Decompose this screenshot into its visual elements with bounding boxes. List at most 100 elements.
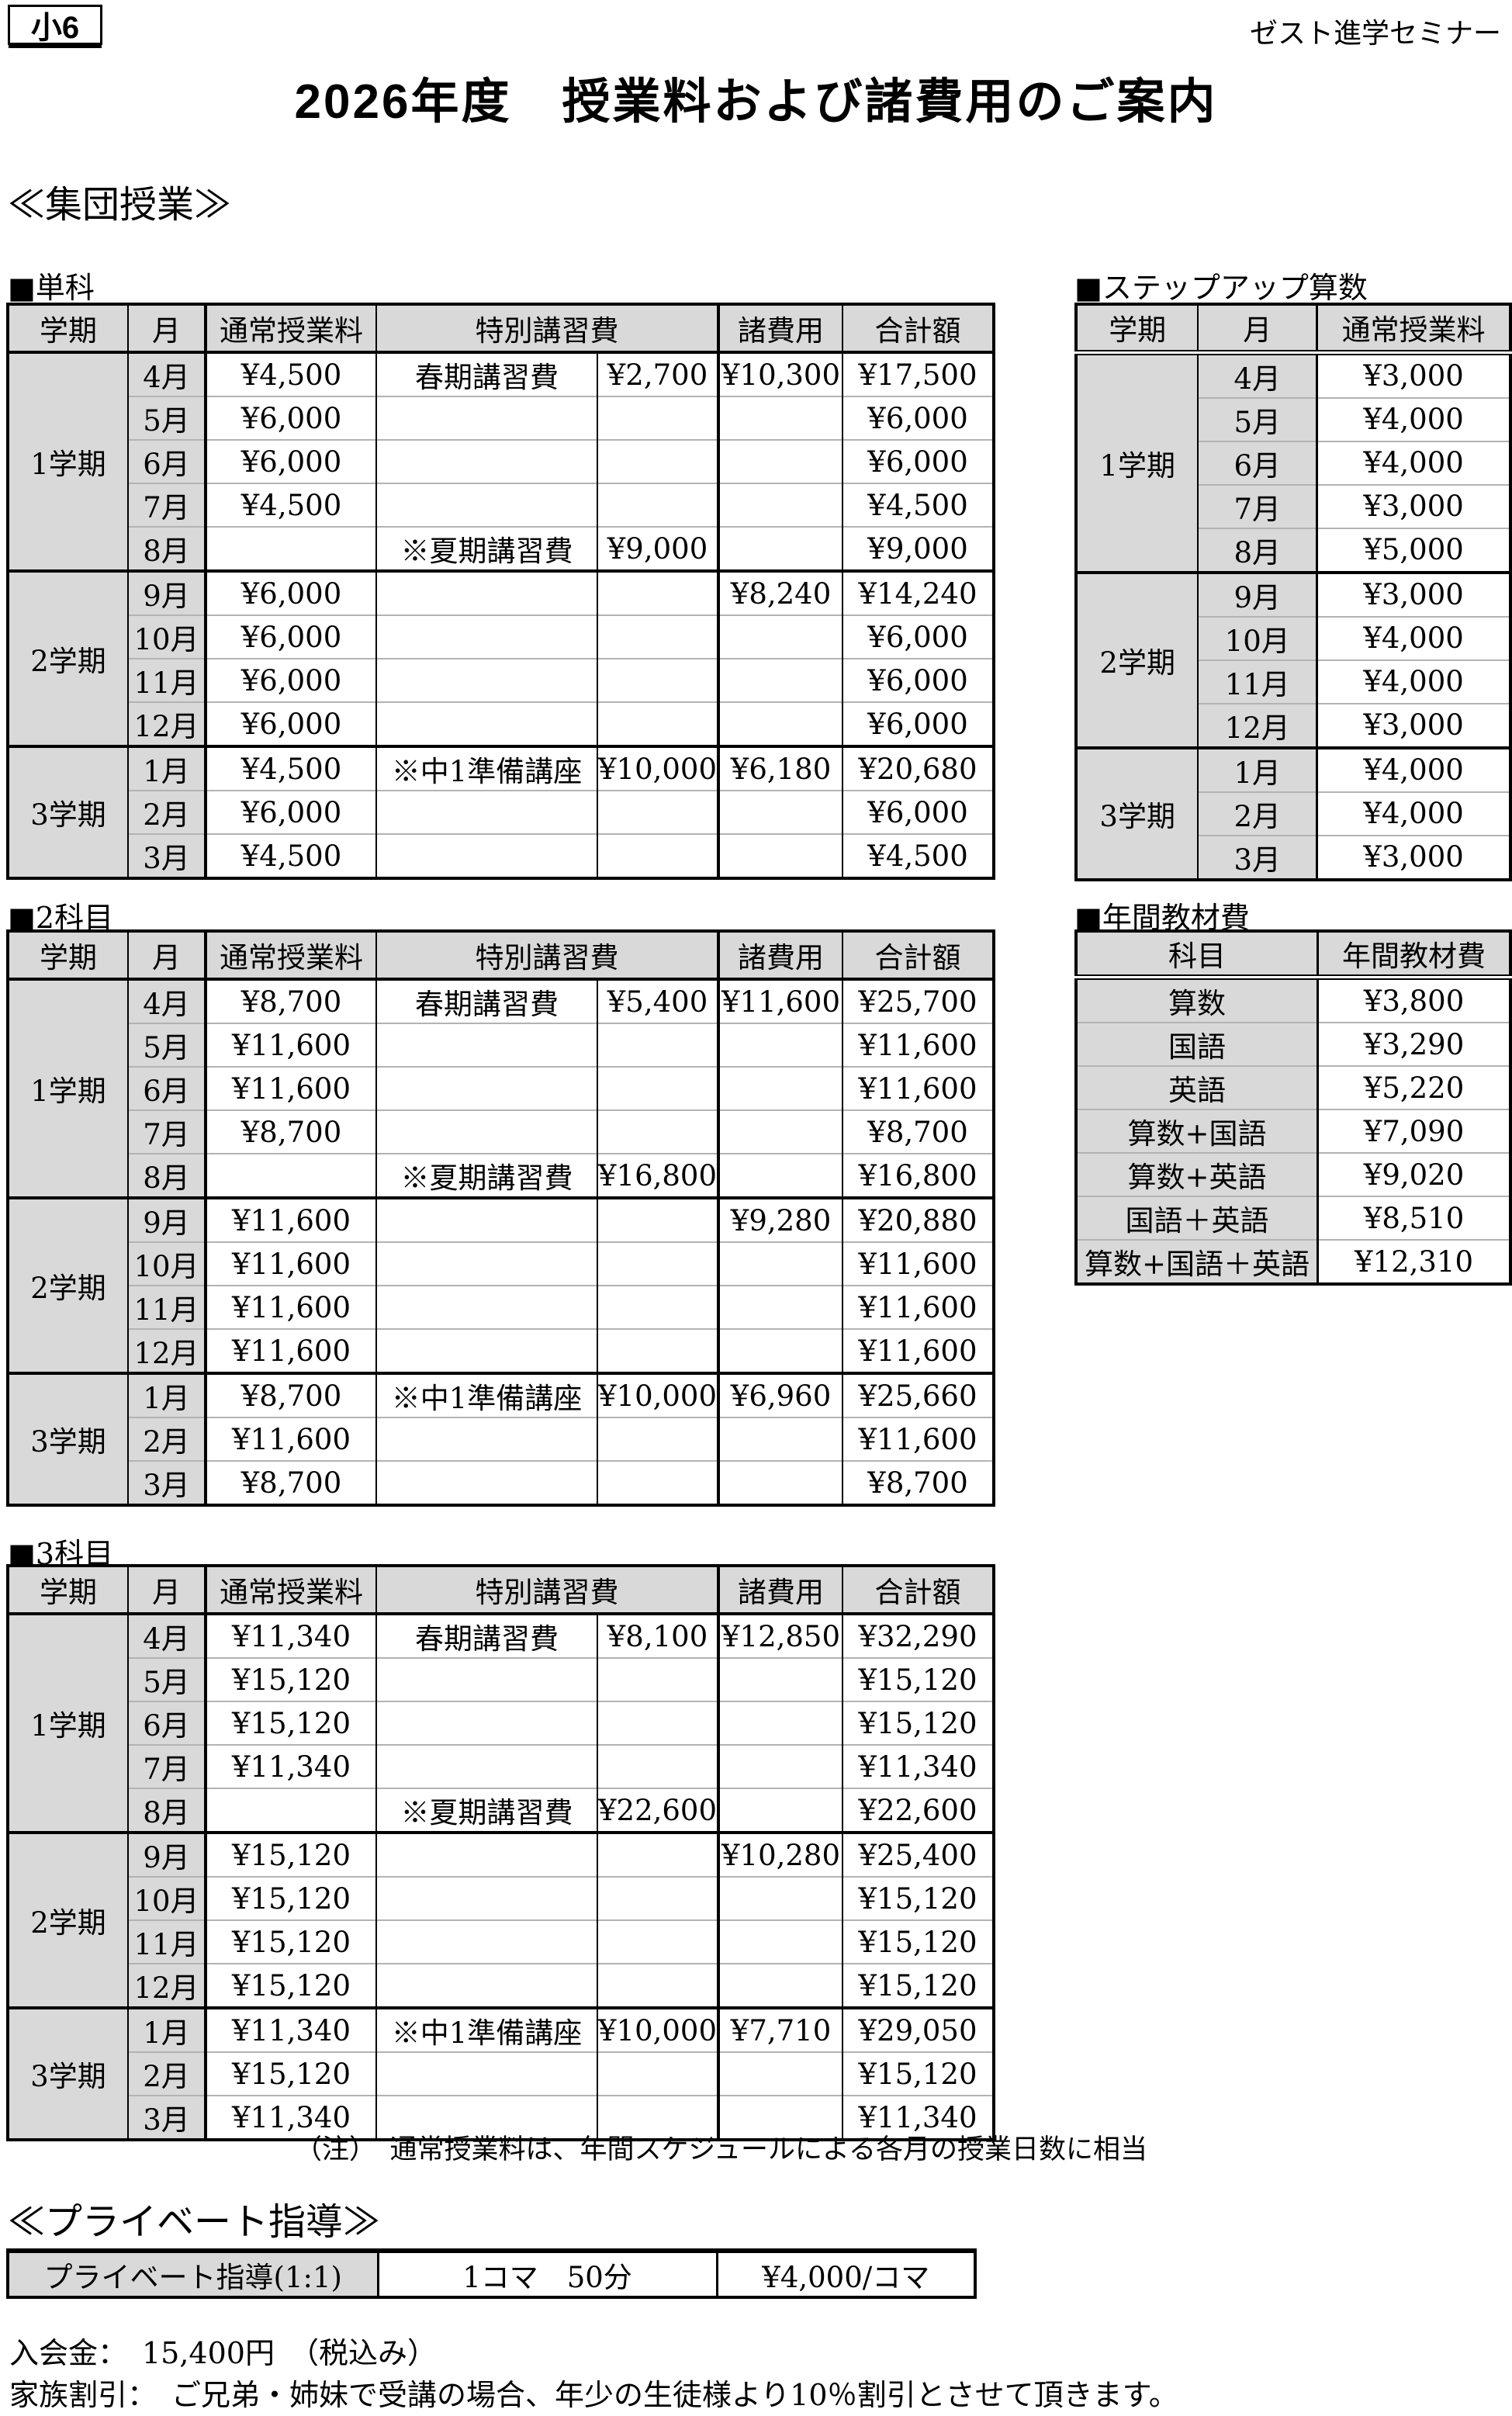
stepup-math-fee-table: 学期月通常授業料 1学期 4月 ¥3,000 5月 ¥4,000 6月 ¥4,000 7月 ¥3,… [1074,303,1512,881]
col-header-subject: 科目 [1076,931,1320,980]
month-cell: 8月 [128,1153,207,1198]
fee-row: 6月 ¥6,000 ¥6,000 [8,439,995,483]
subject-cell: 算数 [1076,977,1320,1023]
month-cell: 9月 [128,1831,207,1877]
col-header-misc-fee: 諸費用 [718,931,844,981]
two-subject-fee-table: 学期月通常授業料 特別講習費 諸費用 合計額 1学期 4月 ¥8,700 春期講習費 ¥5,40… [6,929,996,1507]
special-course-name-cell [376,1701,598,1745]
fee-row: 1学期 4月 ¥8,700 春期講習費 ¥5,400 ¥11,600 ¥25,700 [8,978,995,1198]
special-course-name-cell [376,1285,598,1329]
col-header-special-course-fee: 特別講習費 [376,931,721,981]
fee-row: 7月 ¥3,000 [1076,483,1510,528]
material-fee-cell: ¥3,800 [1363,984,1465,1018]
fee-row: 8月 ※夏期講習費 ¥22,600 ¥22,600 [8,1788,995,1833]
fee-row: 12月 ¥15,120 ¥15,120 [8,1963,995,2008]
regular-fee-cell: ¥15,120 [206,1963,377,2008]
special-course-fee-cell: ¥10,000 [597,745,721,791]
fee-row: 3学期 1月 ¥4,000 [1076,746,1510,880]
special-course-fee-cell [597,2095,721,2140]
col-header-misc-fee: 諸費用 [718,304,844,354]
misc-fee-cell: ¥9,280 [718,1196,844,1242]
materials-row: 国語 ¥3,290 [1076,1022,1510,1066]
material-fee-cell: ¥9,020 [1317,1152,1510,1196]
misc-fee-cell [718,658,844,702]
month-cell: 5月 [1198,396,1319,441]
fee-row: 6月 ¥15,120 ¥15,120 [8,1701,995,1745]
fee-row: 10月 ¥6,000 ¥6,000 [8,614,995,659]
month-cell: 11月 [128,1285,207,1329]
regular-fee-cell: ¥6,000 [206,569,377,615]
fee-row: 11月 ¥15,120 ¥15,120 [8,1919,995,1964]
special-course-name-cell [376,1196,598,1242]
term-label-cell: 2学期 [1076,570,1199,748]
special-course-fee-cell [597,1701,721,1745]
misc-fee-cell [718,2095,844,2140]
special-course-fee-cell [597,614,721,659]
fee-row: 3月 ¥11,340 ¥11,340 [8,2095,995,2140]
total-fee-cell: ¥20,680 [842,745,995,791]
total-fee-cell: ¥32,290 [842,1612,995,1658]
regular-fee-cell: ¥4,000 [1317,791,1510,836]
special-course-name-cell [376,1460,598,1505]
fee-row: 3学期 1月 ¥4,500 ※中1準備講座 ¥10,000 ¥6,180 ¥20,680 [8,745,995,878]
col-header-term: 学期 [8,304,129,354]
term-label-cell: 2学期 [8,569,129,746]
regular-fee-cell: ¥6,000 [206,614,377,659]
regular-fee-cell [206,526,377,571]
material-fee-cell: ¥7,090 [1317,1109,1510,1153]
month-cell: 10月 [128,1241,207,1286]
month-cell: 1月 [128,1372,207,1417]
fee-row: 7月 ¥8,700 ¥8,700 [8,1109,995,1154]
special-course-name-cell [376,1876,598,1920]
special-course-name-cell [376,1023,598,1067]
three-subject-fee-table: 学期月通常授業料 特別講習費 諸費用 合計額 1学期 4月 ¥11,340 春期講習費 ¥8,1… [6,1564,996,2141]
header-row: 学期月通常授業料 [1076,304,1510,355]
special-course-fee-cell [597,569,721,615]
regular-fee-cell: ¥11,600 [206,1285,377,1329]
header-row: 学期月通常授業料 特別講習費 諸費用 合計額 [8,1566,995,1615]
fee-row: 11月 ¥11,600 ¥11,600 [8,1285,995,1329]
total-fee-cell: ¥6,000 [842,439,995,483]
special-course-name-cell: 春期講習費 [376,1612,598,1658]
fee-row: 2学期 9月 ¥3,000 [1076,570,1510,748]
fee-row: 10月 ¥4,000 [1076,615,1510,660]
fee-row: 3学期 1月 ¥8,700 ※中1準備講座 ¥10,000 ¥6,960 ¥25,660 [8,1372,995,1505]
fee-row: 10月 ¥15,120 ¥15,120 [8,1876,995,1920]
special-course-name-cell [376,1109,598,1154]
special-course-name-cell: 春期講習費 [376,351,598,396]
month-cell: 10月 [128,1876,207,1920]
regular-fee-cell: ¥4,000 [1317,615,1510,660]
total-fee-cell: ¥15,120 [842,2051,995,2096]
misc-fee-cell [718,2051,844,2096]
regular-fee-cell: ¥4,000 [1317,440,1510,485]
regular-fee-cell: ¥5,000 [1317,527,1510,573]
month-cell: 2月 [128,1417,207,1461]
material-fee-cell: ¥8,510 [1317,1196,1510,1240]
total-fee-cell: ¥17,500 [842,351,995,396]
special-course-fee-cell [597,790,721,834]
special-course-name-cell [376,2051,598,2096]
col-header-term: 学期 [8,931,129,981]
col-header-total: 合計額 [842,931,995,981]
month-cell: 11月 [128,1919,207,1964]
regular-fee-cell: ¥3,000 [1317,702,1510,748]
special-course-fee-cell [597,1657,721,1701]
special-course-fee-cell: ¥22,600 [597,1788,721,1833]
total-fee-cell: ¥11,600 [842,1328,995,1373]
special-course-name-cell [376,569,598,615]
regular-fee-cell: ¥6,000 [206,439,377,483]
regular-fee-cell: ¥6,000 [206,790,377,834]
month-cell: 2月 [128,2051,207,2096]
total-fee-cell: ¥22,600 [842,1788,995,1833]
month-cell: 3月 [128,1460,207,1505]
total-fee-cell: ¥25,400 [842,1831,995,1877]
misc-fee-cell [718,1241,844,1286]
special-course-fee-cell [597,658,721,702]
special-course-fee-cell [597,1460,721,1505]
fee-row: 11月 ¥6,000 ¥6,000 [8,658,995,702]
heading-stepup-math: ■ステップアップ算数 [1074,271,1368,305]
total-fee-cell: ¥15,120 [842,1876,995,1920]
special-course-name-cell [376,1241,598,1286]
special-course-name-cell: 春期講習費 [376,978,598,1023]
